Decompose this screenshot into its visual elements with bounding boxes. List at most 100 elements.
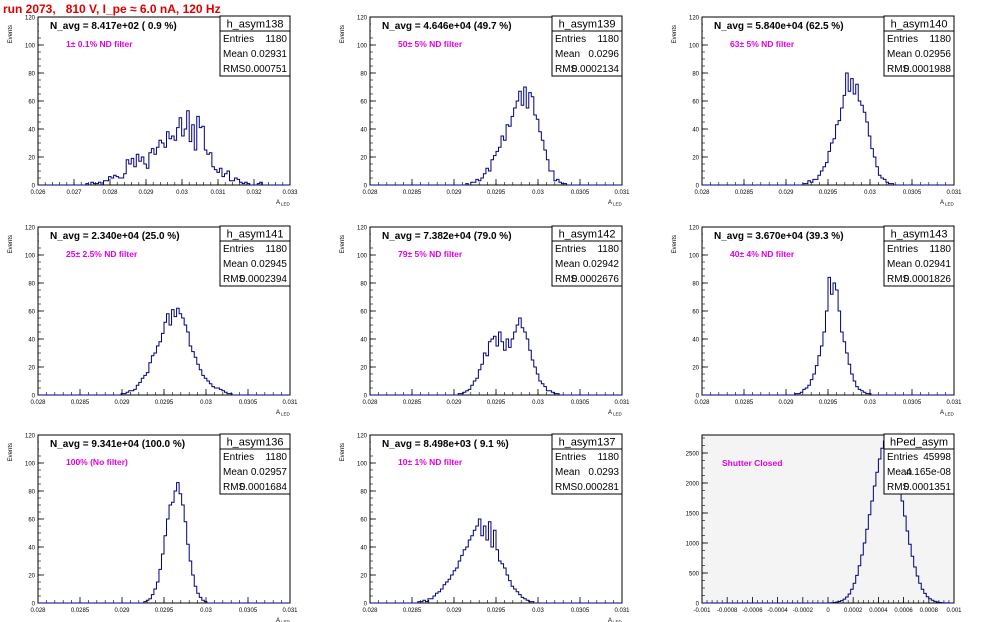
y-tick-label: 80 bbox=[28, 490, 35, 496]
x-tick-label: 0.033 bbox=[282, 190, 298, 196]
stats-key: RMS bbox=[223, 482, 246, 493]
x-axis-title: ALED bbox=[608, 200, 623, 207]
y-tick-label: 120 bbox=[357, 226, 368, 232]
y-tick-label: 60 bbox=[360, 518, 367, 524]
histogram-panel-h_asym141: 0 20 40 60 80 100 120 0.028 0.0285 0.029 0.0295 0.0… bbox=[8, 225, 298, 417]
y-tick-label: 60 bbox=[692, 310, 699, 316]
stats-title: hPed_asym bbox=[890, 437, 948, 449]
stats-value: 1180 bbox=[929, 34, 951, 45]
filter-annotation: 50± 5% ND filter bbox=[398, 39, 463, 49]
stats-value: 0.0293 bbox=[588, 467, 619, 478]
x-tick-label: 0.029 bbox=[138, 190, 154, 196]
navg-box bbox=[703, 18, 845, 32]
stats-key: RMS bbox=[223, 64, 246, 75]
stats-key: RMS bbox=[887, 64, 910, 75]
x-axis-title: ALED bbox=[940, 410, 955, 417]
y-tick-label: 2500 bbox=[686, 452, 700, 458]
stats-value: 1180 bbox=[929, 244, 951, 255]
histogram-line bbox=[702, 276, 954, 396]
x-tick-label: 0.0002 bbox=[844, 608, 863, 614]
y-tick-label: 80 bbox=[28, 282, 35, 288]
y-tick-label: 1000 bbox=[686, 542, 700, 548]
histogram-line bbox=[38, 110, 290, 186]
y-tick-label: 120 bbox=[357, 16, 368, 22]
x-tick-label: 0.031 bbox=[282, 608, 298, 614]
stats-value: 0.02956 bbox=[915, 49, 952, 60]
x-tick-label: 0.0305 bbox=[571, 608, 590, 614]
stats-value: 0.0001351 bbox=[904, 482, 952, 493]
y-tick-label: 60 bbox=[28, 100, 35, 106]
x-tick-label: 0.0295 bbox=[819, 400, 838, 406]
y-tick-label: 0 bbox=[364, 602, 368, 608]
stats-value: 4.165e-08 bbox=[906, 467, 951, 478]
x-tick-label: 0.03 bbox=[200, 608, 212, 614]
stats-box bbox=[551, 30, 623, 77]
y-axis-title: Events bbox=[672, 25, 678, 43]
x-tick-label: 0.03 bbox=[532, 400, 544, 406]
navg-label: N_avg = 8.498e+03 ( 9.1 %) bbox=[382, 439, 509, 450]
y-tick-label: 0 bbox=[696, 602, 700, 608]
run-title: run 2073, 810 V, I_pe ≈ 6.0 nA, 120 Hz bbox=[3, 2, 221, 16]
histogram-panel-h_asym139: 0 20 40 60 80 100 120 0.028 0.0285 0.029 0.0295 0.0… bbox=[340, 15, 630, 207]
navg-box bbox=[39, 228, 181, 242]
x-axis-title: ALED bbox=[276, 618, 291, 622]
stats-value: 0.0001988 bbox=[904, 64, 952, 75]
stats-key: Entries bbox=[223, 452, 254, 463]
stats-value: 0.0002394 bbox=[240, 274, 288, 285]
x-axis-title: ALED bbox=[608, 410, 623, 417]
y-axis-title: Events bbox=[8, 25, 14, 43]
y-tick-label: 40 bbox=[692, 128, 699, 134]
y-tick-label: 100 bbox=[357, 462, 368, 468]
stats-value: 1180 bbox=[597, 452, 619, 463]
histogram-panel-h_asym137: 0 20 40 60 80 100 120 0.028 0.0285 0.029 0.0295 0.0… bbox=[340, 433, 630, 622]
filter-annotation: 63± 5% ND filter bbox=[730, 39, 795, 49]
histogram-panel-h_asym136: 0 20 40 60 80 100 120 0.028 0.0285 0.029 0.0295 0.0… bbox=[8, 433, 298, 622]
navg-label: N_avg = 9.341e+04 (100.0 %) bbox=[50, 439, 185, 450]
y-tick-label: 0 bbox=[364, 394, 368, 400]
x-tick-label: 0.031 bbox=[282, 400, 298, 406]
stats-key: Mean bbox=[887, 467, 912, 478]
x-axis-title: ALED bbox=[940, 200, 955, 207]
stats-title: h_asym136 bbox=[227, 437, 284, 449]
stats-key: Mean bbox=[223, 259, 248, 270]
navg-box bbox=[39, 18, 181, 32]
stats-key: Mean bbox=[223, 467, 248, 478]
stats-value: 1180 bbox=[265, 244, 287, 255]
stats-box bbox=[551, 240, 623, 287]
stats-title: h_asym140 bbox=[891, 19, 948, 31]
x-tick-label: 0.0285 bbox=[403, 400, 422, 406]
y-tick-label: 40 bbox=[360, 338, 367, 344]
stats-key: Entries bbox=[223, 244, 254, 255]
y-axis-title: Events bbox=[672, 235, 678, 253]
x-tick-label: 0.0285 bbox=[403, 190, 422, 196]
stats-key: Entries bbox=[555, 244, 586, 255]
y-tick-label: 60 bbox=[692, 100, 699, 106]
stats-key: Mean bbox=[555, 467, 580, 478]
x-axis-title: ALED bbox=[276, 200, 291, 207]
stats-title: h_asym141 bbox=[227, 229, 284, 241]
y-tick-label: 100 bbox=[689, 44, 700, 50]
x-tick-label: 0.0285 bbox=[403, 608, 422, 614]
y-tick-label: 1500 bbox=[686, 512, 700, 518]
stats-title: h_asym139 bbox=[559, 19, 616, 31]
y-tick-label: 20 bbox=[28, 366, 35, 372]
stats-key: RMS bbox=[223, 274, 246, 285]
y-tick-label: 60 bbox=[28, 310, 35, 316]
x-tick-label: 0.028 bbox=[362, 190, 378, 196]
stats-value: 0.02931 bbox=[251, 49, 288, 60]
stats-value: 0.0296 bbox=[588, 49, 619, 60]
filter-annotation: 25± 2.5% ND filter bbox=[66, 249, 138, 259]
stats-value: 0.02945 bbox=[251, 259, 288, 270]
y-tick-label: 100 bbox=[689, 254, 700, 260]
y-tick-label: 20 bbox=[360, 574, 367, 580]
x-tick-label: 0.029 bbox=[114, 400, 130, 406]
histogram-line bbox=[370, 518, 622, 604]
x-tick-label: 0.0295 bbox=[487, 608, 506, 614]
stats-key: Mean bbox=[887, 259, 912, 270]
x-tick-label: 0.03 bbox=[864, 190, 876, 196]
stats-title: h_asym138 bbox=[227, 19, 284, 31]
navg-label: N_avg = 8.417e+02 ( 0.9 %) bbox=[50, 21, 177, 32]
x-tick-label: 0.0295 bbox=[487, 400, 506, 406]
stats-key: Mean bbox=[887, 49, 912, 60]
y-tick-label: 0 bbox=[32, 602, 36, 608]
